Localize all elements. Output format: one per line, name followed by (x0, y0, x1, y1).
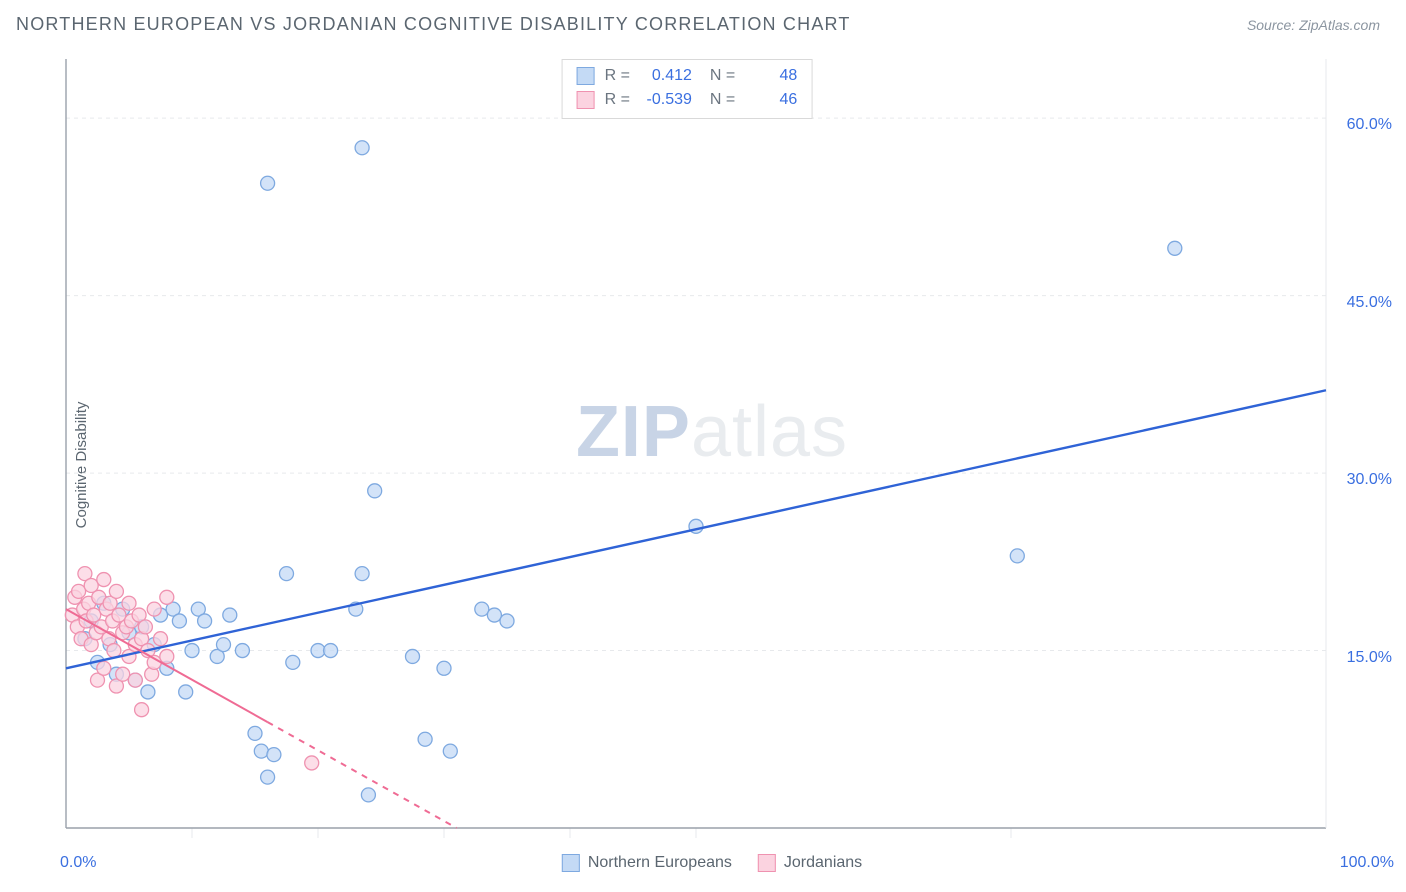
r-label: R = (605, 88, 630, 112)
swatch-icon (577, 91, 595, 109)
swatch-icon (577, 67, 595, 85)
legend-item: Northern Europeans (562, 854, 732, 872)
series-legend: Northern Europeans Jordanians (562, 854, 862, 872)
r-value: -0.539 (640, 88, 692, 112)
plot-area: Cognitive Disability R = 0.412 N = 48 R … (28, 55, 1396, 874)
header: NORTHERN EUROPEAN VS JORDANIAN COGNITIVE… (0, 0, 1406, 43)
y-tick-label: 30.0% (1347, 471, 1392, 489)
legend-label: Northern Europeans (588, 854, 732, 872)
chart-title: NORTHERN EUROPEAN VS JORDANIAN COGNITIVE… (16, 14, 851, 35)
n-label: N = (710, 88, 735, 112)
n-label: N = (710, 64, 735, 88)
swatch-icon (758, 854, 776, 872)
r-value: 0.412 (640, 64, 692, 88)
y-tick-label: 15.0% (1347, 649, 1392, 667)
legend-row: R = 0.412 N = 48 (577, 64, 798, 88)
r-label: R = (605, 64, 630, 88)
correlation-legend: R = 0.412 N = 48 R = -0.539 N = 46 (562, 59, 813, 119)
y-tick-label: 45.0% (1347, 294, 1392, 312)
legend-row: R = -0.539 N = 46 (577, 88, 798, 112)
y-tick-label: 60.0% (1347, 116, 1392, 134)
legend-label: Jordanians (784, 854, 862, 872)
n-value: 46 (745, 88, 797, 112)
n-value: 48 (745, 64, 797, 88)
scatter-chart (54, 55, 1396, 844)
swatch-icon (562, 854, 580, 872)
x-tick-label: 0.0% (60, 854, 96, 872)
legend-item: Jordanians (758, 854, 862, 872)
x-tick-label: 100.0% (1340, 854, 1394, 872)
source-attribution: Source: ZipAtlas.com (1247, 17, 1380, 33)
